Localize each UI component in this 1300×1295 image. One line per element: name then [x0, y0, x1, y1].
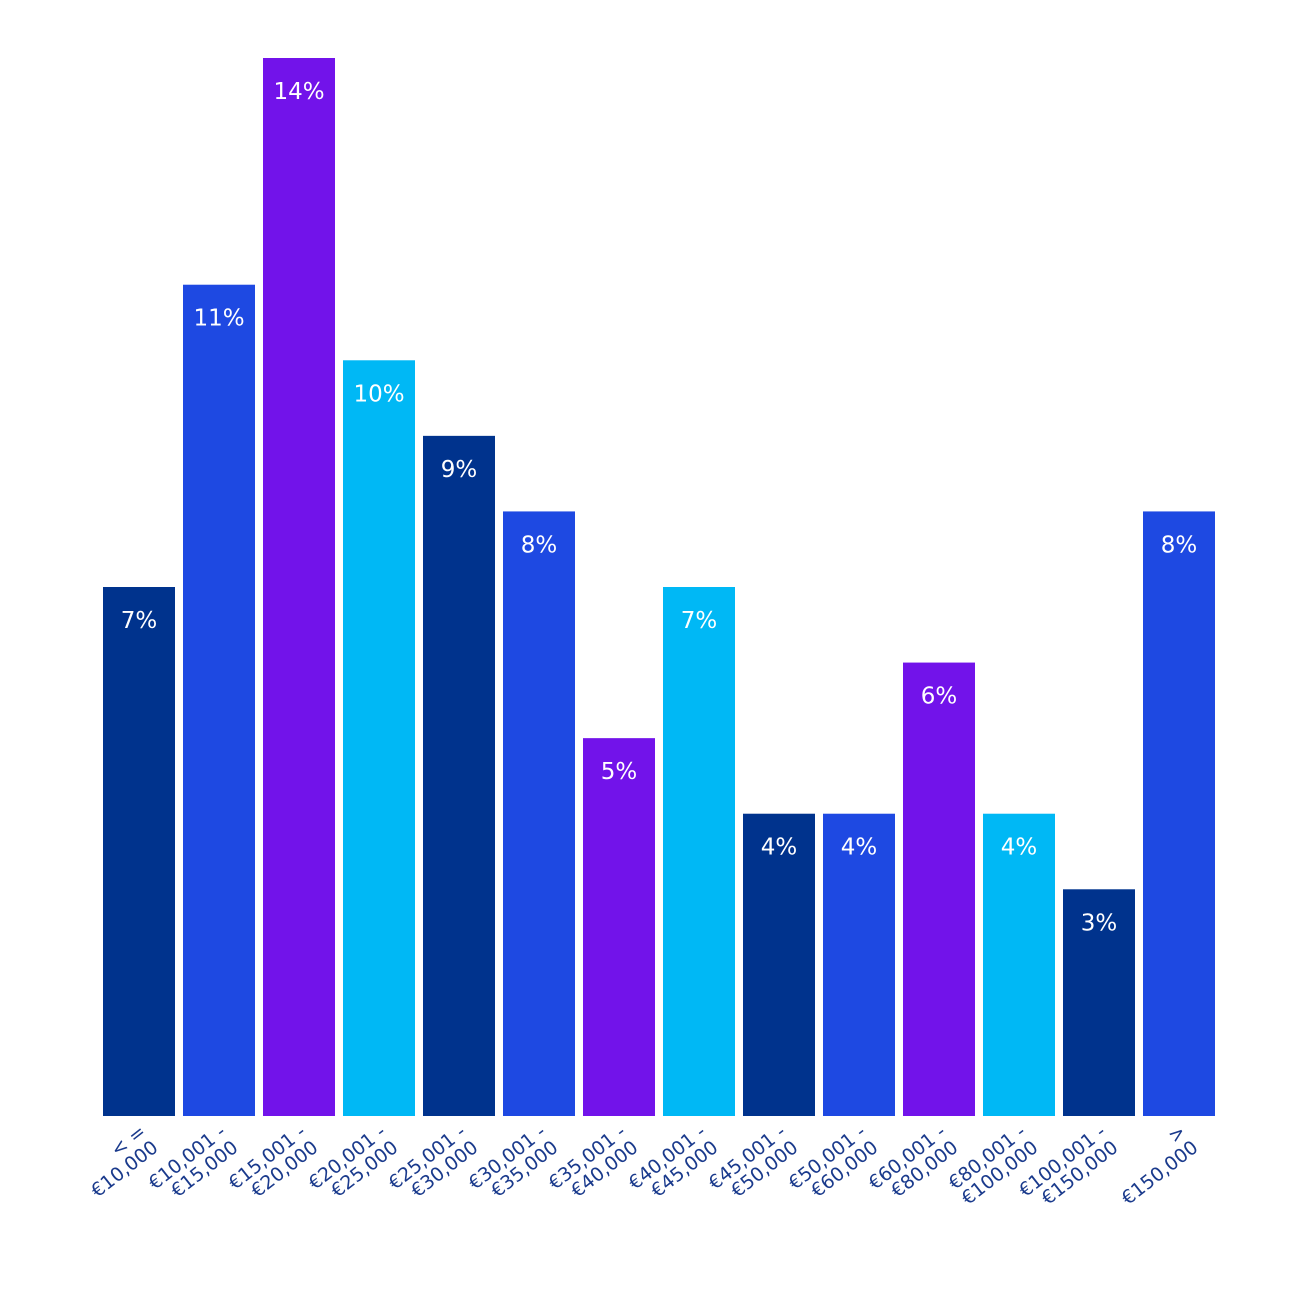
bar [1063, 889, 1135, 1116]
bar [343, 360, 415, 1116]
category-label: €100,001 -€150,000 [1015, 1121, 1122, 1218]
category-label: €40,001 -€45,000 [624, 1121, 722, 1210]
bar-value-label: 11% [193, 306, 244, 332]
bar-value-label: 7% [121, 608, 158, 634]
category-label: >€150,000 [1105, 1121, 1202, 1210]
bar [903, 662, 975, 1116]
bar [823, 813, 895, 1116]
bar [1143, 511, 1215, 1116]
bar-value-label: 8% [1161, 532, 1198, 558]
category-label: < =€10,000 [75, 1121, 163, 1202]
bar [663, 587, 735, 1116]
bar [583, 738, 655, 1116]
bar-value-label: 4% [761, 835, 798, 861]
category-label: €25,001 -€30,000 [384, 1121, 482, 1210]
bar-value-label: 4% [1001, 835, 1038, 861]
bar-value-label: 6% [921, 684, 958, 710]
bar-value-label: 8% [521, 532, 558, 558]
category-label: €10,001 -€15,000 [144, 1121, 242, 1210]
category-label: €60,001 -€80,000 [864, 1121, 962, 1210]
bar-value-label: 14% [273, 79, 324, 105]
category-label: €30,001 -€35,000 [464, 1121, 562, 1210]
bar-value-label: 3% [1081, 910, 1118, 936]
bar [183, 284, 255, 1116]
category-label: €45,001 -€50,000 [704, 1121, 802, 1210]
bar [103, 587, 175, 1116]
bar [423, 435, 495, 1116]
category-label: €20,001 -€25,000 [304, 1121, 402, 1210]
category-label: €15,001 -€20,000 [224, 1121, 322, 1210]
category-label: €35,001 -€40,000 [544, 1121, 642, 1210]
bar [263, 58, 335, 1116]
bar-value-label: 4% [841, 835, 878, 861]
bar [983, 813, 1055, 1116]
bar [503, 511, 575, 1116]
bar-value-label: 7% [681, 608, 718, 634]
bars-group [103, 58, 1215, 1116]
category-labels-group: < =€10,000€10,001 -€15,000€15,001 -€20,0… [75, 1121, 1202, 1218]
bar [743, 813, 815, 1116]
bar-value-label: 5% [601, 759, 638, 785]
bar-value-label: 10% [353, 381, 404, 407]
bar-value-label: 9% [441, 457, 478, 483]
category-label: €50,001 -€60,000 [784, 1121, 882, 1210]
value-labels-group: 7% 11% 14% 10% 9% 8% 5% 7% 4% 4% 6% 4% 3% 8% [121, 79, 1198, 936]
